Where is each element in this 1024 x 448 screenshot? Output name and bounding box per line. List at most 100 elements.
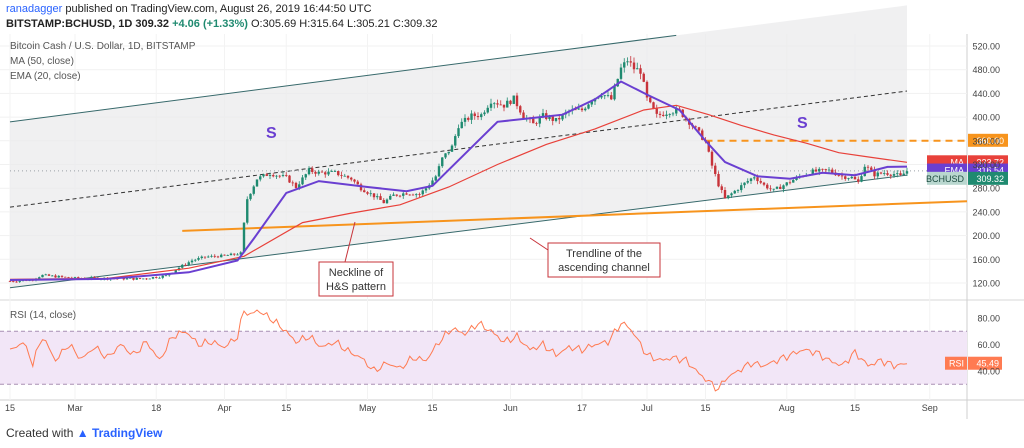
candle-body [18,280,21,282]
candle [642,72,645,83]
price-label-name-bg [927,171,967,185]
candle-body [327,171,330,175]
time-tick-label: Apr [217,403,231,413]
candle-body [645,81,649,98]
candle-body [766,184,769,189]
channel-fill [10,5,907,288]
price-change: +4.06 (+1.33%) [172,18,248,30]
candle-body [138,278,142,279]
candle-body [242,222,246,253]
candle-body [476,116,480,118]
price-tick-label: 280.00 [972,184,1000,194]
candle-body [278,175,281,177]
ma-50-line [9,104,908,280]
candle-body [899,173,902,175]
candle-body [73,277,77,279]
candle [392,192,395,196]
candle-body [792,179,795,183]
candle [710,150,714,169]
candle [285,172,288,178]
candle-body [727,195,730,199]
candle-body [600,96,603,98]
candle [827,166,831,174]
candle-body [785,182,788,186]
candle [460,118,463,129]
candle [314,170,317,177]
candle-body [447,151,450,154]
candle-body [369,193,372,195]
candle-body [343,175,346,177]
candle-body [717,173,720,187]
price-label-name: EMA [944,166,964,176]
candle-body [281,174,285,176]
candle-body [311,168,314,172]
candle [844,174,847,181]
candle [463,114,467,127]
candle-body [743,182,746,186]
candle [265,172,268,177]
candle-body [824,168,827,170]
candle-body [467,117,470,120]
rsi-tick-label: 60.00 [977,340,1000,350]
price-label-name: BCHUSD [926,174,965,184]
candle [532,115,535,124]
candle-body [252,186,255,194]
candle-body [132,277,135,280]
candle [411,193,415,196]
candle [496,99,499,108]
candle-body [470,113,473,120]
candle-body [496,103,499,105]
candle-body [886,173,889,175]
candle-body [145,278,148,280]
candle [889,173,892,179]
candle-body [421,190,424,195]
candle-body [424,188,428,191]
candle [512,95,515,105]
symbol: BITSTAMP:BCHUSD, 1D [6,18,133,30]
channel-upper-line [9,34,677,123]
candle [356,179,359,185]
candle [210,254,213,258]
price-tick-label: 160.00 [972,255,1000,265]
candle-body [831,169,834,173]
candle-body [655,108,658,114]
candle [489,98,493,111]
candle-body [44,274,47,276]
price-label: BCHUSD 309.32 [926,171,1008,185]
price-label: 360.00 [968,133,1008,147]
tradingview-link[interactable]: TradingView [91,426,163,440]
candle [376,193,379,200]
price-label-name: MA [951,157,965,167]
candle-body [77,277,80,279]
candle [233,253,236,256]
ohlc-values: O:305.69 H:315.64 L:305.21 C:309.32 [250,18,438,30]
candle [873,166,876,180]
footer: Created with ▲ TradingView [6,426,162,440]
candle [252,185,255,196]
candle-body [12,281,15,283]
candle [291,180,294,187]
candle-body [626,61,629,63]
candle-body [372,193,376,198]
candle [444,153,447,160]
candle [447,151,450,156]
candle [255,179,259,187]
candle [246,196,249,225]
candle [57,275,60,278]
candle-body [837,175,840,176]
neckline-callout-line1: Neckline of [329,267,384,279]
candle [652,101,655,110]
candle [54,274,57,278]
candle-body [775,186,779,189]
candle-body [675,108,678,114]
candle [831,167,834,174]
candle-body [480,114,483,118]
price-label-bg [968,171,1008,185]
candle-body [610,95,613,100]
author-link[interactable]: ranadagger [6,3,63,15]
candle [746,178,749,185]
candle-body [392,194,395,196]
candle [161,275,164,280]
candle-body [213,255,216,257]
candle [385,198,389,205]
